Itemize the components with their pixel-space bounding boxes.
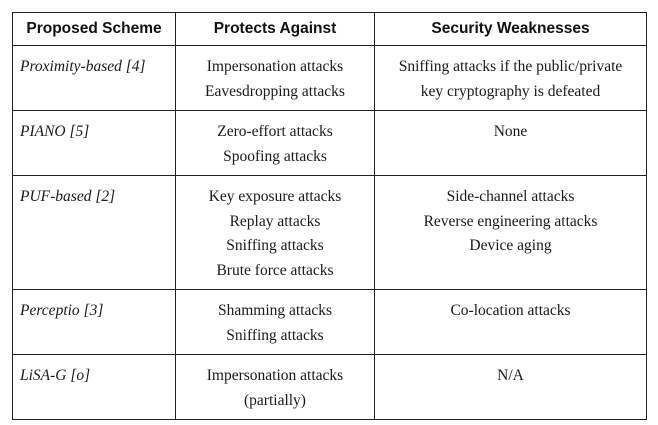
- weakness-item: key cryptography is defeated: [420, 82, 601, 100]
- weakness-item: Co-location attacks: [450, 302, 571, 319]
- protects-item: Key exposure attacks: [208, 188, 342, 205]
- protects-cell: Shamming attacks Sniffing attacks: [175, 289, 375, 355]
- weakness-item: Device aging: [469, 237, 552, 254]
- weakness-item: Sniffing attacks if the public/private: [398, 58, 623, 75]
- table-row: PUF-based [2] Key exposure attacks Repla…: [12, 175, 647, 290]
- scheme-cell: LiSA-G [o]: [12, 354, 176, 420]
- weaknesses-cell: Co-location attacks: [374, 289, 647, 355]
- protects-cell: Zero-effort attacks Spoofing attacks: [175, 110, 375, 176]
- table-row: Proximity-based [4] Impersonation attack…: [12, 45, 647, 111]
- security-comparison-table: Proposed Scheme Protects Against Securit…: [12, 12, 647, 420]
- weaknesses-cell: None: [374, 110, 647, 176]
- weaknesses-cell: N/A: [374, 354, 647, 420]
- weakness-item: None: [493, 123, 528, 140]
- scheme-cell: Perceptio [3]: [12, 289, 176, 355]
- protects-item: (partially): [244, 391, 306, 409]
- scheme-cell: Proximity-based [4]: [12, 45, 176, 111]
- protects-item: Zero-effort attacks: [217, 123, 333, 140]
- table-row: PIANO [5] Zero-effort attacks Spoofing a…: [12, 110, 647, 176]
- weakness-item: Side-channel attacks: [446, 188, 575, 205]
- weaknesses-cell: Sniffing attacks if the public/private k…: [374, 45, 647, 111]
- protects-item: Sniffing attacks: [226, 237, 324, 254]
- weakness-item: N/A: [497, 367, 524, 384]
- scheme-cell: PUF-based [2]: [12, 175, 176, 290]
- protects-item: Sniffing attacks: [226, 326, 324, 344]
- header-security-weaknesses: Security Weaknesses: [374, 12, 647, 46]
- protects-cell: Impersonation attacks (partially): [175, 354, 375, 420]
- header-proposed-scheme: Proposed Scheme: [12, 12, 176, 46]
- header-protects-against: Protects Against: [175, 12, 375, 46]
- table-row: Perceptio [3] Shamming attacks Sniffing …: [12, 289, 647, 355]
- weakness-item: Reverse engineering attacks: [423, 212, 598, 230]
- protects-item: Shamming attacks: [217, 302, 333, 319]
- protects-item: Replay attacks: [229, 212, 321, 230]
- table-header-row: Proposed Scheme Protects Against Securit…: [12, 12, 647, 46]
- protects-item: Brute force attacks: [216, 261, 334, 279]
- protects-item: Spoofing attacks: [223, 147, 327, 165]
- protects-cell: Impersonation attacks Eavesdropping atta…: [175, 45, 375, 111]
- protects-item: Eavesdropping attacks: [205, 82, 345, 100]
- protects-item: Impersonation attacks: [206, 58, 344, 75]
- weaknesses-cell: Side-channel attacks Reverse engineering…: [374, 175, 647, 290]
- table-row: LiSA-G [o] Impersonation attacks (partia…: [12, 354, 647, 420]
- protects-item: Impersonation attacks: [206, 367, 344, 384]
- protects-cell: Key exposure attacks Replay attacks Snif…: [175, 175, 375, 290]
- scheme-cell: PIANO [5]: [12, 110, 176, 176]
